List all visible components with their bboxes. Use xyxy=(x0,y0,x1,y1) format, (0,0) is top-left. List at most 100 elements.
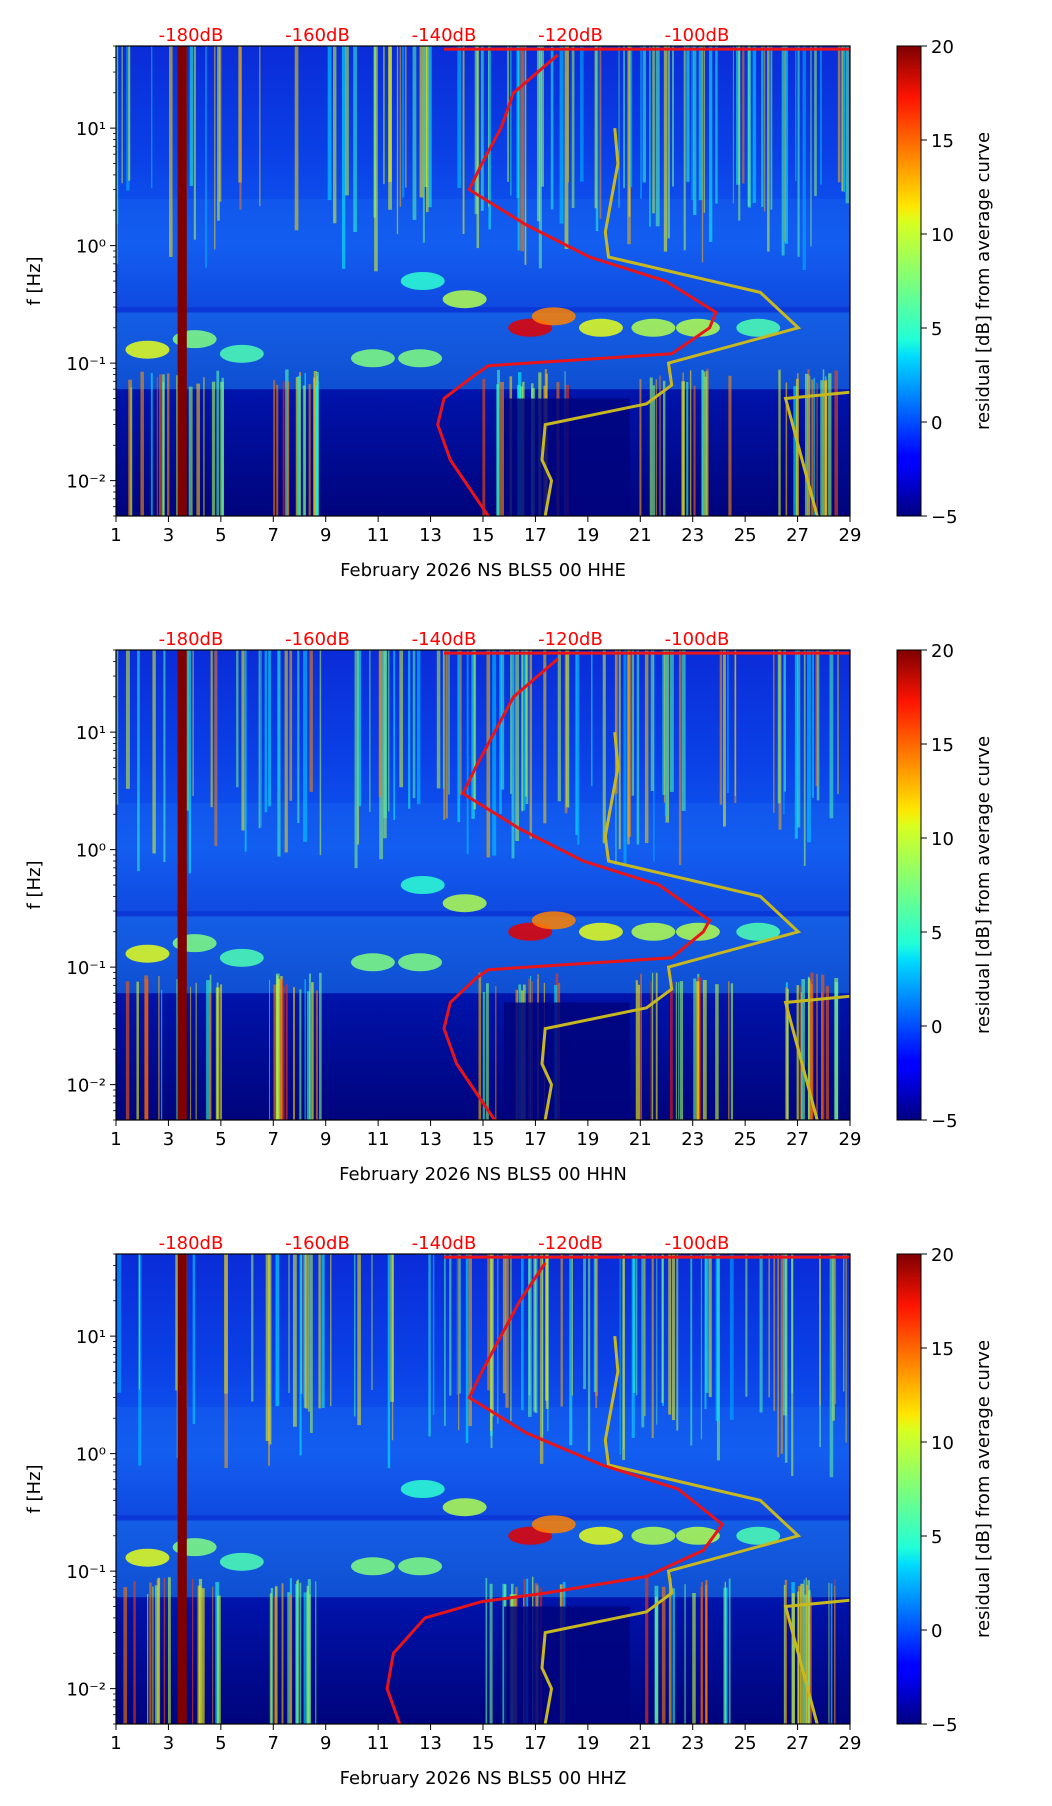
transient-streak xyxy=(705,1254,709,1393)
low-frequency-streak xyxy=(482,378,486,516)
low-frequency-streak xyxy=(289,1594,293,1724)
low-frequency-streak xyxy=(482,991,486,1120)
transient-streak xyxy=(121,46,123,184)
microseism-blob xyxy=(398,1557,443,1576)
db-tick-label: -160dB xyxy=(285,1233,350,1254)
transient-streak xyxy=(629,46,633,188)
transient-streak xyxy=(393,650,396,820)
transient-streak xyxy=(192,1254,196,1424)
microseism-blob xyxy=(531,1515,576,1534)
microseism-blob xyxy=(219,948,264,967)
low-frequency-streak xyxy=(785,382,788,516)
x-axis-label: February 2026 NS BLS5 00 HHE xyxy=(340,560,626,581)
low-frequency-streak xyxy=(652,385,655,516)
y-tick-label: 10⁻¹ xyxy=(66,1562,106,1583)
colorbar-label: residual [dB] from average curve xyxy=(973,1340,994,1638)
low-frequency-streak xyxy=(282,381,285,516)
mean-psd-curve xyxy=(436,53,718,516)
x-tick-label: 19 xyxy=(576,1733,599,1754)
transient-streak xyxy=(752,46,757,203)
low-frequency-streak xyxy=(807,1580,810,1724)
y-axis-label: f [Hz] xyxy=(24,1464,45,1513)
transient-streak xyxy=(268,650,271,807)
colorbar-tick-label: −5 xyxy=(931,1715,958,1736)
transient-streak xyxy=(471,650,475,819)
db-tick-label: -180dB xyxy=(159,629,224,650)
y-tick-label: 10⁰ xyxy=(76,841,106,862)
transient-streak xyxy=(126,46,130,191)
transient-streak xyxy=(715,46,718,204)
transient-streak xyxy=(505,1254,509,1408)
transient-streak xyxy=(125,650,130,789)
low-frequency-streak xyxy=(216,370,220,516)
x-axis-ticks: 1 3 5 7 9 11 13 15 17 19 21 23 25 27 29 xyxy=(110,516,861,546)
db-tick-label: -120dB xyxy=(538,25,603,46)
transient-streak xyxy=(521,650,523,812)
low-frequency-streak xyxy=(125,981,130,1120)
transient-streak xyxy=(678,650,682,866)
x-tick-label: 27 xyxy=(786,525,809,546)
low-frequency-streak xyxy=(830,1583,833,1724)
transient-streak xyxy=(843,1254,845,1392)
colorbar: 20 15 10 5 0 −5 residual [dB] from average cu… xyxy=(896,37,994,528)
transient-streak xyxy=(373,46,377,218)
low-frequency-streak xyxy=(203,377,205,516)
transient-streak xyxy=(369,650,371,812)
transient-streak xyxy=(543,650,547,824)
transient-streak xyxy=(524,46,527,265)
x-tick-label: 9 xyxy=(320,525,331,546)
transient-streak xyxy=(515,650,520,842)
low-frequency-streak xyxy=(661,1586,666,1724)
transient-streak xyxy=(703,46,705,213)
low-frequency-streak xyxy=(808,977,811,1120)
spectrogram-panel-hhn: 1 3 5 7 9 11 13 15 17 19 21 23 25 27 29 10¹10⁰10⁻¹10⁻²… xyxy=(24,629,994,1185)
transient-streak xyxy=(489,1254,493,1431)
db-tick-label: -140dB xyxy=(412,629,477,650)
low-frequency-streak xyxy=(681,381,685,516)
low-frequency-streak xyxy=(319,972,322,1120)
microseism-blob xyxy=(578,318,623,337)
transient-streak xyxy=(636,650,640,845)
transient-streak xyxy=(736,46,740,185)
transient-streak xyxy=(671,46,674,187)
transient-streak xyxy=(492,650,497,856)
microseism-blob xyxy=(531,307,576,326)
transient-streak xyxy=(719,650,723,805)
x-tick-label: 23 xyxy=(681,1733,704,1754)
mean-psd-curve xyxy=(442,657,712,1120)
transient-streak xyxy=(783,650,786,792)
microseism-blob xyxy=(631,318,676,337)
transient-streak xyxy=(777,1254,780,1458)
transient-streak xyxy=(777,650,781,804)
microseism-blob xyxy=(125,944,170,963)
transient-streak xyxy=(260,650,263,828)
transient-streak xyxy=(390,1254,395,1402)
transient-streak xyxy=(644,650,649,844)
colorbar: 20 15 10 5 0 −5 residual [dB] from average cu… xyxy=(896,1245,994,1736)
transient-streak xyxy=(309,650,313,792)
low-frequency-streak xyxy=(834,977,839,1120)
transient-streak xyxy=(486,650,491,858)
x-tick-label: 1 xyxy=(110,525,121,546)
transient-streak xyxy=(192,650,194,796)
transient-streak xyxy=(698,46,703,201)
transient-streak xyxy=(819,1254,821,1406)
transient-streak xyxy=(781,46,785,256)
colorbar-tick-label: 20 xyxy=(931,641,954,662)
x-tick-label: 21 xyxy=(629,525,652,546)
transient-streak xyxy=(734,650,736,796)
transient-streak xyxy=(565,650,569,808)
low-frequency-streak xyxy=(201,1588,205,1724)
transient-streak xyxy=(448,650,450,795)
x-tick-label: 17 xyxy=(524,525,547,546)
transient-streak xyxy=(748,46,752,208)
transient-streak xyxy=(460,650,462,795)
low-frequency-streak xyxy=(158,976,160,1120)
low-frequency-streak xyxy=(303,1592,308,1724)
low-frequency-streak xyxy=(637,984,640,1120)
transient-streak xyxy=(214,650,218,847)
low-frequency-streak xyxy=(649,377,653,516)
spectrogram-features xyxy=(116,46,850,516)
transient-streak xyxy=(812,650,814,798)
low-frequency-streak xyxy=(655,972,658,1120)
